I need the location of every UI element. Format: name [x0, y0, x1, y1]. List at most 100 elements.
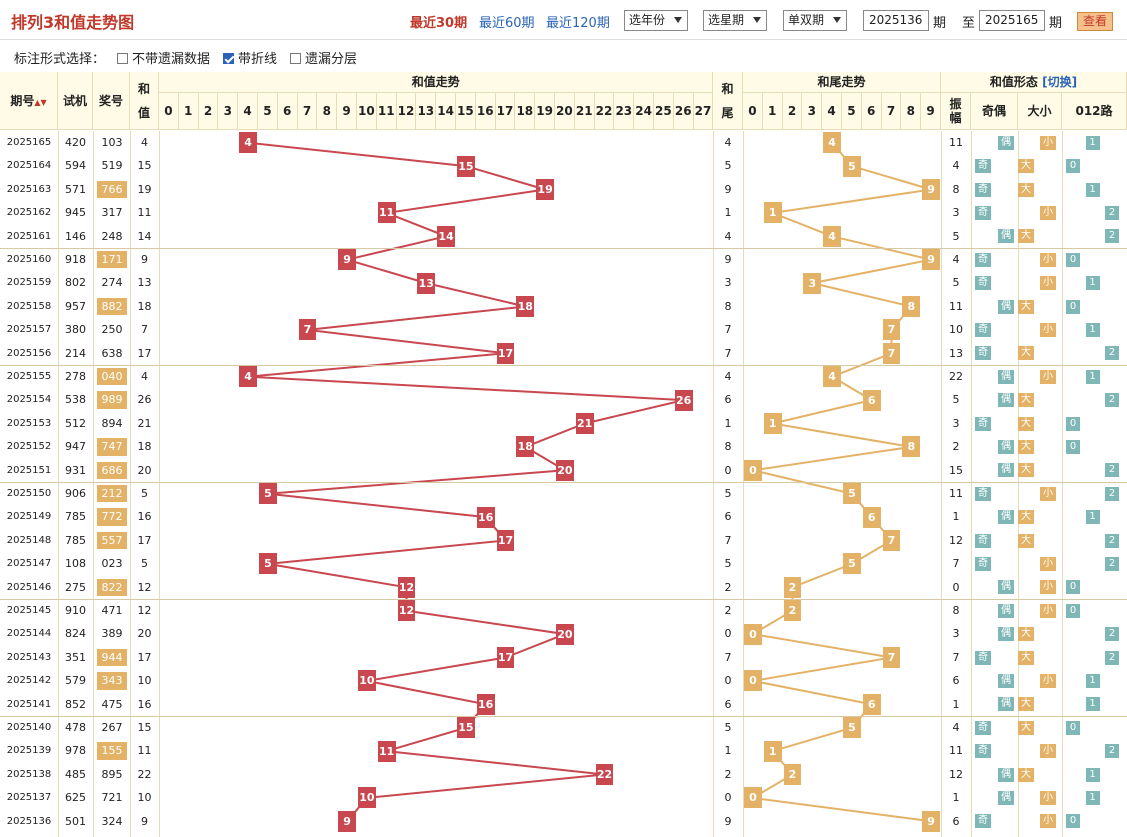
- big-small-tag: 大: [1018, 346, 1034, 361]
- sum-digit-header: 0: [159, 93, 179, 130]
- query-button[interactable]: 查看: [1077, 12, 1113, 31]
- header-sum-a: 和: [130, 72, 159, 101]
- range-30-link[interactable]: 最近30期: [410, 16, 468, 31]
- test-number-cell: 380: [65, 323, 86, 337]
- odd-even-tag: 奇: [975, 533, 991, 548]
- sum-digit-header: 2: [198, 93, 219, 130]
- amplitude-cell: 12: [949, 533, 963, 547]
- prize-number-cell: 212: [97, 485, 127, 503]
- period-cell: 2025155: [6, 371, 52, 382]
- period-cell: 2025159: [6, 277, 52, 289]
- period-cell: 2025145: [6, 605, 52, 616]
- period-cell: 2025165: [6, 137, 52, 148]
- sum-value-cell: 5: [141, 487, 148, 500]
- checkbox-icon[interactable]: [117, 53, 128, 64]
- tail-digit-header: 0: [743, 93, 763, 130]
- period-from-input[interactable]: 2025136: [863, 10, 929, 31]
- sum-value-cell: 9: [141, 814, 148, 828]
- header-period[interactable]: 期号▲▼: [0, 72, 58, 130]
- big-small-tag: 大: [1018, 650, 1034, 665]
- tail-ball: 3: [803, 272, 822, 294]
- test-number-cell: 785: [65, 510, 86, 524]
- odd-even-tag: 偶: [998, 627, 1014, 642]
- header-amp-b: 幅: [941, 111, 971, 130]
- sum-ball: 12: [397, 600, 416, 622]
- sum-digit-header: 5: [258, 93, 278, 130]
- option-line[interactable]: 带折线: [223, 48, 277, 67]
- big-small-tag: 大: [1018, 510, 1034, 525]
- sum-value-cell: 9: [141, 253, 148, 266]
- sum-ball: 4: [239, 366, 257, 388]
- sum-ball: 17: [496, 530, 515, 551]
- period-cell: 2025149: [6, 511, 52, 523]
- tail-ball: 4: [823, 225, 841, 247]
- sum-ball: 17: [496, 342, 515, 364]
- big-small-tag: 小: [1040, 673, 1056, 688]
- test-number-cell: 594: [65, 159, 86, 173]
- sum-ball: 26: [674, 389, 693, 411]
- range-60-link[interactable]: 最近60期: [479, 16, 535, 31]
- period-cell: 2025136: [6, 815, 52, 827]
- odd-even-tag: 奇: [975, 322, 991, 337]
- column-divider: [1062, 131, 1063, 837]
- test-number-cell: 108: [65, 557, 86, 571]
- parity-select[interactable]: 单双期: [783, 10, 847, 31]
- odd-even-tag: 偶: [998, 299, 1014, 314]
- amplitude-cell: 11: [949, 487, 963, 500]
- header-sum-trend: 和值走势: [159, 72, 714, 93]
- header-tail-b: 尾: [713, 101, 743, 130]
- test-number-cell: 945: [65, 206, 86, 220]
- test-number-cell: 625: [65, 791, 86, 805]
- column-divider: [93, 131, 94, 837]
- week-select[interactable]: 选星期: [703, 10, 767, 31]
- tail-value-cell: 7: [724, 346, 732, 360]
- prize-number-cell: 324: [101, 814, 123, 828]
- period-cell: 2025147: [6, 558, 52, 570]
- range-120-link[interactable]: 最近120期: [546, 16, 610, 31]
- tail-value-cell: 1: [724, 416, 732, 430]
- test-number-cell: 485: [65, 767, 86, 781]
- test-number-cell: 538: [65, 393, 86, 407]
- option-no-miss[interactable]: 不带遗漏数据: [117, 48, 210, 67]
- sort-arrows-icon[interactable]: ▲▼: [34, 98, 47, 107]
- big-small-tag: 小: [1040, 744, 1056, 759]
- period-cell: 2025161: [6, 230, 52, 242]
- big-small-tag: 小: [1040, 814, 1056, 829]
- checkbox-checked-icon[interactable]: [223, 53, 234, 64]
- tail-value-cell: 6: [724, 393, 732, 407]
- tail-value-cell: 8: [724, 299, 732, 313]
- tail-value-cell: 1: [724, 206, 732, 220]
- options-label: 标注形式选择：: [14, 52, 106, 67]
- sum-digit-header: 24: [634, 93, 654, 130]
- column-divider: [713, 131, 714, 837]
- tail-value-cell: 1: [724, 744, 732, 758]
- checkbox-icon[interactable]: [290, 53, 301, 64]
- period-to-input[interactable]: 2025165: [979, 10, 1045, 31]
- sum-value-cell: 10: [137, 791, 152, 805]
- amplitude-cell: 4: [952, 159, 960, 173]
- odd-even-tag: 奇: [975, 720, 991, 735]
- tail-ball: 8: [902, 436, 921, 458]
- prize-number-cell: 882: [97, 297, 127, 316]
- amplitude-cell: 0: [952, 580, 960, 594]
- big-small-tag: 大: [1018, 720, 1034, 735]
- year-select[interactable]: 选年份: [624, 10, 688, 31]
- big-small-tag: 小: [1040, 322, 1056, 337]
- prize-number-cell: 040: [97, 368, 127, 386]
- option-layer[interactable]: 遗漏分层: [290, 48, 357, 67]
- route-tag: 1: [1085, 135, 1100, 150]
- big-small-tag: 大: [1018, 182, 1034, 197]
- odd-even-tag: 偶: [998, 393, 1014, 408]
- sum-value-cell: 19: [137, 182, 152, 196]
- amplitude-cell: 6: [952, 674, 960, 688]
- tail-value-cell: 0: [724, 627, 732, 641]
- big-small-tag: 大: [1018, 767, 1034, 782]
- big-small-tag: 大: [1018, 697, 1034, 712]
- group-separator: [0, 599, 1127, 600]
- route-tag: 0: [1066, 439, 1080, 454]
- switch-link[interactable]: [切换]: [1037, 75, 1078, 89]
- test-number-cell: 478: [65, 721, 86, 734]
- sum-value-cell: 11: [137, 206, 152, 220]
- odd-even-tag: 偶: [998, 439, 1014, 454]
- sum-digit-header: 26: [673, 93, 694, 130]
